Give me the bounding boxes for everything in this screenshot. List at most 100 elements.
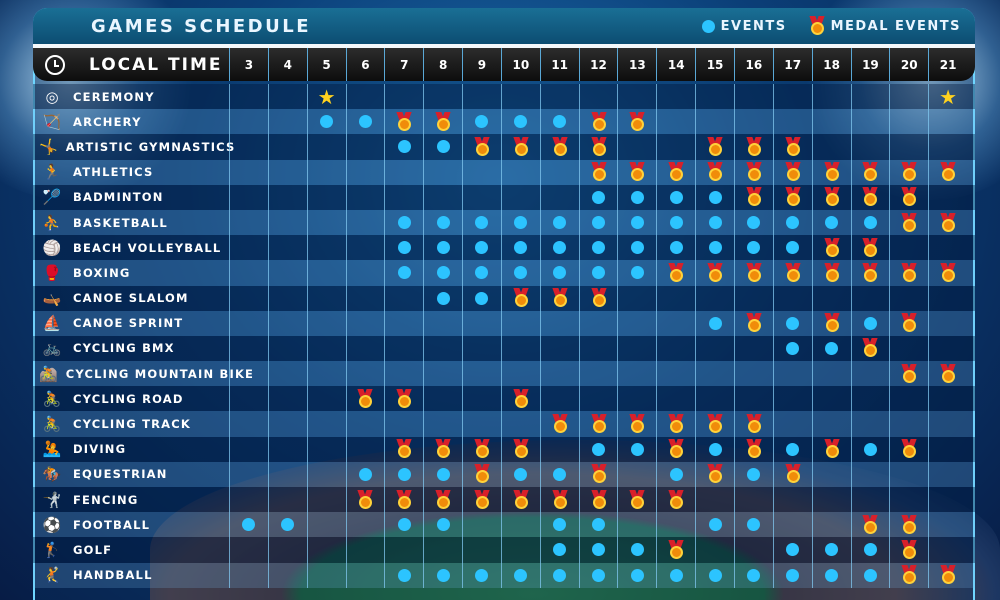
- event-dot-icon: [397, 518, 411, 532]
- clock-icon: [45, 54, 65, 75]
- schedule-cell-day-7: [384, 512, 423, 538]
- schedule-cell-day-4: [267, 411, 307, 437]
- schedule-cell-day-8: [423, 84, 462, 110]
- schedule-cell-day-15: [695, 537, 734, 563]
- schedule-cell-day-3: [229, 335, 268, 362]
- schedule-cell-day-3: [229, 134, 268, 160]
- medal-icon: [474, 136, 490, 157]
- schedule-cell-day-9: [462, 386, 501, 412]
- schedule-cell-day-16: [733, 386, 773, 412]
- medal-icon: [435, 439, 451, 459]
- schedule-cell-day-6: [345, 184, 385, 210]
- schedule-cell-day-16: [733, 209, 773, 236]
- medal-icon: [901, 212, 917, 233]
- medal-icon: [862, 237, 879, 258]
- medal-icon: [940, 262, 956, 283]
- schedule-cell-day-17: [772, 461, 812, 487]
- day-header-3: 3: [229, 48, 268, 81]
- schedule-cell-day-15: [695, 361, 734, 387]
- sport-label: 🚵 CYCLING MOUNTAIN BIKE: [33, 361, 253, 386]
- schedule-cell-day-14: [656, 461, 695, 487]
- schedule-cell-day-13: [617, 159, 656, 185]
- schedule-cell-day-16: [733, 184, 773, 210]
- schedule-cell-day-9: [462, 159, 501, 185]
- schedule-cell-day-7: [384, 109, 423, 135]
- event-dot-icon: [708, 216, 722, 230]
- schedule-cell-day-13: [617, 285, 656, 311]
- schedule-cell-day-7: [384, 235, 423, 261]
- schedule-cell-day-11: [539, 260, 579, 286]
- event-dot-icon: [863, 316, 877, 330]
- event-dot-icon: [786, 216, 800, 230]
- medal-icon: [629, 414, 645, 434]
- medal-icon: [474, 464, 490, 484]
- schedule-cell-day-5: [306, 209, 346, 236]
- day-header-6: 6: [345, 48, 385, 81]
- schedule-cell-day-20: [889, 310, 928, 336]
- schedule-cell-day-11: [539, 461, 579, 487]
- schedule-cell-day-18: [811, 134, 851, 160]
- schedule-cell-day-16: [733, 436, 773, 462]
- day-header-15: 15: [695, 48, 734, 81]
- schedule-cell-day-11: [539, 134, 579, 160]
- event-dot-icon: [475, 115, 489, 129]
- schedule-cell-day-16: [733, 235, 773, 261]
- schedule-cell-day-10: [500, 285, 540, 311]
- event-dot-icon: [747, 518, 761, 532]
- schedule-cell-day-13: [617, 386, 656, 412]
- medal-icon: [823, 162, 840, 182]
- schedule-cell-day-16: [733, 159, 773, 185]
- canoe-sprint-icon: ⛵: [42, 314, 62, 333]
- medal-icon: [707, 464, 723, 484]
- legend-medal-events-label: MEDAL EVENTS: [830, 18, 961, 34]
- sport-label: 🤸 ARTISTIC GYMNASTICS: [33, 134, 234, 159]
- schedule-cell-day-7: [384, 335, 423, 362]
- sport-row: ⚽ FOOTBALL: [33, 512, 975, 538]
- schedule-cell-day-14: [656, 487, 695, 513]
- schedule-cell-day-20: [889, 436, 928, 462]
- schedule-cell-day-18: [811, 285, 851, 311]
- event-dot-icon: [514, 266, 528, 280]
- schedule-cell-day-14: [656, 562, 695, 588]
- sport-name: ARTISTIC GYMNASTICS: [65, 139, 236, 154]
- medal-icon: [513, 439, 529, 459]
- event-dot-icon: [708, 241, 722, 255]
- medal-icon: [668, 539, 684, 560]
- schedule-cell-day-10: [500, 562, 540, 588]
- schedule-cell-day-9: [462, 285, 501, 311]
- sport-row: 🛶 CANOE SLALOM: [33, 285, 975, 311]
- event-dot-icon: [669, 241, 683, 255]
- sport-row: 🏌 GOLF: [33, 537, 975, 563]
- schedule-cell-day-9: [462, 487, 501, 513]
- schedule-cell-day-8: [423, 159, 462, 185]
- schedule-cell-day-18: [811, 436, 851, 462]
- schedule-cell-day-14: [656, 512, 695, 538]
- schedule-cell-day-7: [384, 562, 423, 588]
- event-dot-icon: [708, 518, 722, 532]
- schedule-cell-day-7: [384, 487, 423, 513]
- schedule-cell-day-11: [539, 512, 579, 538]
- schedule-cell-day-4: [267, 285, 307, 311]
- schedule-cell-day-9: [462, 411, 501, 437]
- medal-icon: [901, 363, 917, 384]
- medal-icon: [746, 313, 762, 333]
- schedule-cell-day-13: [617, 109, 656, 135]
- schedule-cell-day-8: [423, 260, 462, 286]
- schedule-cell-day-9: [462, 184, 501, 210]
- schedule-cell-day-10: [500, 260, 540, 286]
- sport-row: ◎ CEREMONY ★ ★: [33, 84, 975, 110]
- schedule-cell-day-16: [733, 335, 773, 362]
- schedule-cell-day-18: [811, 386, 851, 412]
- sport-row: 🚴 CYCLING TRACK: [33, 411, 975, 437]
- title-bar: GAMES SCHEDULE EVENTS MEDAL EVENTS: [33, 8, 975, 44]
- schedule-cell-day-20: [889, 461, 928, 487]
- medal-icon: [668, 414, 684, 434]
- event-dot-icon: [786, 568, 800, 582]
- day-header-21: 21: [928, 48, 967, 81]
- medal-icon: [668, 489, 684, 510]
- event-dot-icon: [747, 241, 761, 255]
- sport-label: 🛶 CANOE SLALOM: [33, 286, 229, 311]
- schedule-cell-day-3: [229, 159, 268, 185]
- schedule-cell-day-13: [617, 411, 656, 437]
- schedule-cell-day-19: [850, 235, 890, 261]
